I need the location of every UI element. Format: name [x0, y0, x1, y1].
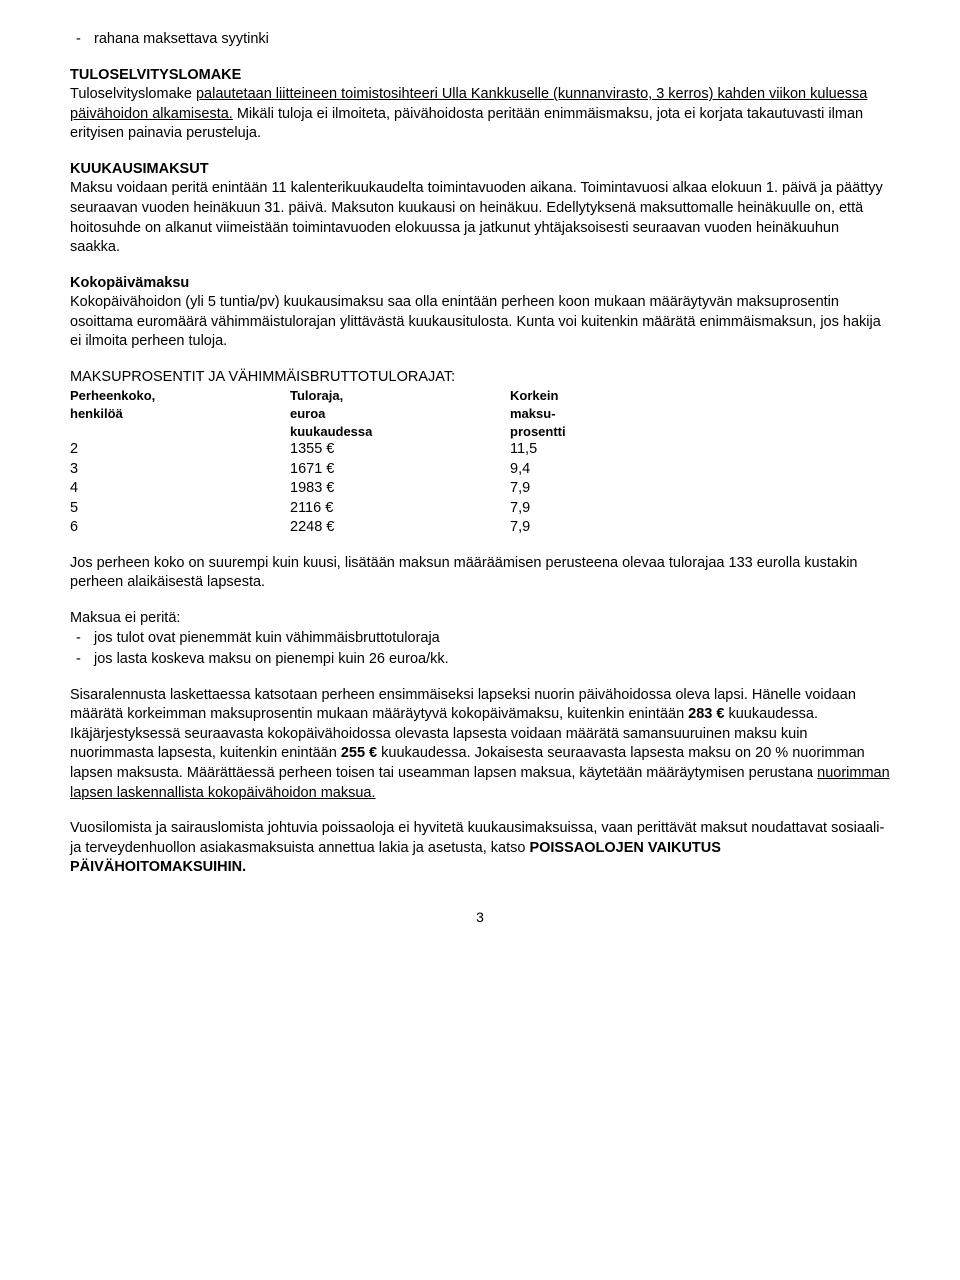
- paragraph: Jos perheen koko on suurempi kuin kuusi,…: [70, 554, 890, 593]
- paragraph-kuukausimaksut: KUUKAUSIMAKSUT Maksu voidaan peritä enin…: [70, 160, 890, 258]
- text: euroa: [290, 406, 325, 421]
- text: Tuloraja,: [290, 388, 343, 403]
- section-title: Kokopäivämaksu: [70, 275, 189, 291]
- table-row: 2 1355 € 11,5: [70, 440, 670, 460]
- bold-text: 255 €: [341, 745, 377, 761]
- table-row: 5 2116 € 7,9: [70, 499, 670, 519]
- td: 4: [70, 479, 290, 499]
- th: Tuloraja, euroa kuukaudessa: [290, 387, 510, 440]
- td: 6: [70, 518, 290, 538]
- maksua-ei-perita: Maksua ei peritä: jos tulot ovat pienemm…: [70, 609, 890, 670]
- text: prosentti: [510, 424, 566, 439]
- section-maksuprosentit: MAKSUPROSENTIT JA VÄHIMMÄISBRUTTOTULORAJ…: [70, 368, 890, 538]
- td: 1983 €: [290, 479, 510, 499]
- bullet-list: jos tulot ovat pienemmät kuin vähimmäisb…: [70, 629, 890, 670]
- td: 7,9: [510, 479, 670, 499]
- td: 11,5: [510, 440, 670, 460]
- paragraph-tuloselvityslomake: TULOSELVITYSLOMAKE Tuloselvityslomake pa…: [70, 66, 890, 144]
- text: Kokopäivähoidon (yli 5 tuntia/pv) kuukau…: [70, 294, 881, 349]
- td: 2248 €: [290, 518, 510, 538]
- text: Maksu voidaan peritä enintään 11 kalente…: [70, 180, 883, 255]
- text: maksu-: [510, 406, 556, 421]
- td: 7,9: [510, 518, 670, 538]
- text: kuukaudessa: [290, 424, 372, 439]
- table-header-row: Perheenkoko, henkilöä Tuloraja, euroa ku…: [70, 387, 670, 440]
- th: Korkein maksu- prosentti: [510, 387, 670, 440]
- text: Tuloselvityslomake: [70, 86, 196, 102]
- list-item: jos lasta koskeva maksu on pienempi kuin…: [94, 650, 890, 670]
- text: Perheenkoko,: [70, 388, 155, 403]
- th: Perheenkoko, henkilöä: [70, 387, 290, 440]
- text: Korkein: [510, 388, 558, 403]
- td: 9,4: [510, 460, 670, 480]
- section-title: KUUKAUSIMAKSUT: [70, 161, 209, 177]
- section-title: MAKSUPROSENTIT JA VÄHIMMÄISBRUTTOTULORAJ…: [70, 369, 455, 385]
- td: 2116 €: [290, 499, 510, 519]
- top-bullet-list: rahana maksettava syytinki: [70, 30, 890, 50]
- list-item: jos tulot ovat pienemmät kuin vähimmäisb…: [94, 629, 890, 649]
- text: Vuosilomista ja sairauslomista johtuvia …: [70, 820, 884, 856]
- tuloraja-table: Perheenkoko, henkilöä Tuloraja, euroa ku…: [70, 387, 670, 537]
- td: 1671 €: [290, 460, 510, 480]
- section-title: TULOSELVITYSLOMAKE: [70, 67, 241, 83]
- td: 7,9: [510, 499, 670, 519]
- td: 3: [70, 460, 290, 480]
- paragraph-sisaralennus: Sisaralennusta laskettaessa katsotaan pe…: [70, 686, 890, 803]
- text: henkilöä: [70, 406, 123, 421]
- paragraph-kokopaivamaksu: Kokopäivämaksu Kokopäivähoidon (yli 5 tu…: [70, 274, 890, 352]
- bold-text: 283 €: [688, 706, 724, 722]
- list-item: rahana maksettava syytinki: [94, 30, 890, 50]
- table-row: 4 1983 € 7,9: [70, 479, 670, 499]
- paragraph-vuosilomat: Vuosilomista ja sairauslomista johtuvia …: [70, 819, 890, 878]
- page-number: 3: [70, 908, 890, 927]
- table-row: 3 1671 € 9,4: [70, 460, 670, 480]
- table-row: 6 2248 € 7,9: [70, 518, 670, 538]
- td: 2: [70, 440, 290, 460]
- td: 5: [70, 499, 290, 519]
- text: Maksua ei peritä:: [70, 610, 180, 626]
- td: 1355 €: [290, 440, 510, 460]
